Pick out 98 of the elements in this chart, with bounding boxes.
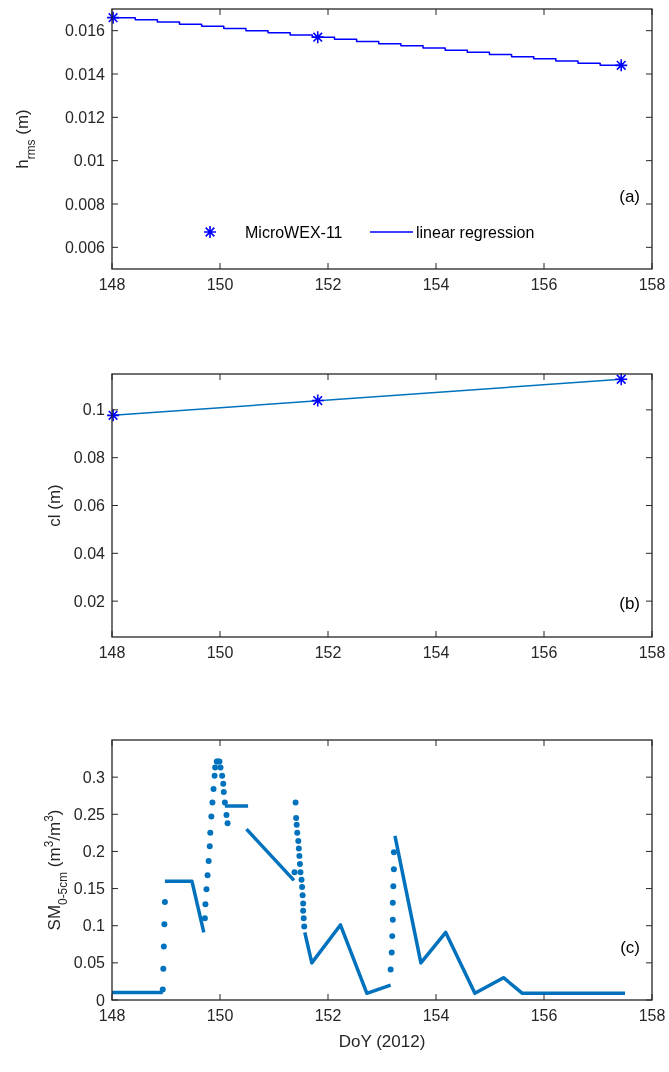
y-tick-label: 0.006 [64, 238, 106, 256]
x-tick-label: 152 [314, 276, 342, 293]
y-tick-label: 0.05 [73, 954, 106, 972]
y-axis-title: cl (m) [45, 484, 64, 527]
y-tick-label: 0.06 [73, 497, 106, 515]
y-tick-label: 0.25 [73, 805, 106, 823]
x-tick-label: 158 [638, 644, 666, 661]
annotation: (b) [619, 594, 640, 613]
y-tick-label: 0.1 [82, 917, 106, 935]
y-tick-label: 0.3 [82, 768, 106, 786]
point [296, 852, 303, 859]
point [310, 393, 325, 408]
point [298, 876, 305, 883]
y-tick-label: 0.01 [73, 152, 106, 170]
point [161, 921, 168, 928]
point [387, 966, 394, 973]
point [389, 916, 396, 923]
point [202, 901, 209, 908]
point [208, 813, 215, 820]
point [206, 843, 213, 850]
point [221, 799, 228, 806]
point [614, 58, 629, 73]
x-tick-label: 148 [98, 644, 126, 661]
point [296, 861, 303, 868]
y-tick-label: 0.014 [64, 65, 106, 83]
legend-label: linear regression [416, 223, 535, 241]
point [293, 821, 300, 828]
y-tick-label: 0.016 [64, 22, 106, 40]
point [299, 884, 306, 891]
point [297, 869, 304, 876]
x-tick-label: 150 [206, 276, 234, 293]
point [294, 829, 301, 836]
y-tick-label: 0.08 [73, 449, 106, 467]
point [219, 772, 226, 779]
point [223, 812, 230, 819]
point [291, 869, 298, 876]
x-tick-label: 148 [98, 276, 126, 293]
point [203, 886, 210, 893]
y-tick-label: 0.04 [73, 544, 106, 562]
y-tick-label: 0.15 [73, 880, 106, 898]
point [220, 780, 227, 787]
point [293, 815, 300, 821]
point [160, 943, 167, 950]
y-tick-label: 0 [96, 991, 106, 1009]
point [211, 772, 218, 779]
y-tick-label: 0.012 [64, 108, 106, 126]
point [205, 858, 212, 865]
point [390, 849, 397, 856]
x-tick-label: 152 [314, 1007, 342, 1024]
point [389, 933, 396, 940]
x-tick-label: 158 [638, 276, 666, 293]
point [299, 892, 306, 899]
x-tick-label: 154 [422, 1007, 450, 1024]
x-tick-label: 156 [530, 644, 558, 661]
point [390, 866, 397, 873]
point [159, 986, 166, 993]
x-tick-label: 154 [422, 644, 450, 661]
point [388, 949, 395, 956]
x-tick-label: 158 [638, 1007, 666, 1024]
point [614, 372, 629, 387]
point [212, 764, 219, 771]
point [161, 898, 168, 905]
point [210, 786, 217, 793]
point [300, 915, 307, 922]
point [300, 907, 307, 914]
point [295, 845, 302, 852]
point [217, 764, 224, 771]
point [389, 899, 396, 906]
x-tick-label: 154 [422, 276, 450, 293]
x-tick-label: 148 [98, 1007, 126, 1024]
legend-label: MicroWEX-11 [245, 223, 343, 241]
y-tick-label: 0.02 [73, 592, 106, 610]
y-tick-label: 0.008 [64, 195, 106, 213]
point [204, 872, 211, 879]
point [209, 799, 216, 806]
point [106, 408, 120, 423]
point [295, 838, 302, 845]
point [224, 820, 231, 827]
x-tick-label: 150 [206, 1007, 234, 1024]
y-tick-label: 0.1 [82, 401, 106, 419]
point [300, 900, 307, 907]
y-tick-label: 0.2 [82, 843, 106, 861]
point [160, 965, 167, 972]
point [220, 789, 227, 795]
point [301, 923, 308, 930]
point [106, 10, 120, 25]
x-tick-label: 152 [314, 644, 342, 661]
annotation: (c) [620, 938, 640, 957]
annotation: (a) [619, 187, 640, 206]
x-axis-title: DoY (2012) [338, 1032, 426, 1051]
point [390, 883, 397, 890]
x-tick-label: 150 [206, 644, 234, 661]
x-tick-label: 156 [530, 276, 558, 293]
point [201, 915, 208, 922]
point [310, 30, 325, 44]
x-tick-label: 156 [530, 1007, 558, 1024]
point [292, 799, 299, 806]
point [207, 829, 214, 836]
